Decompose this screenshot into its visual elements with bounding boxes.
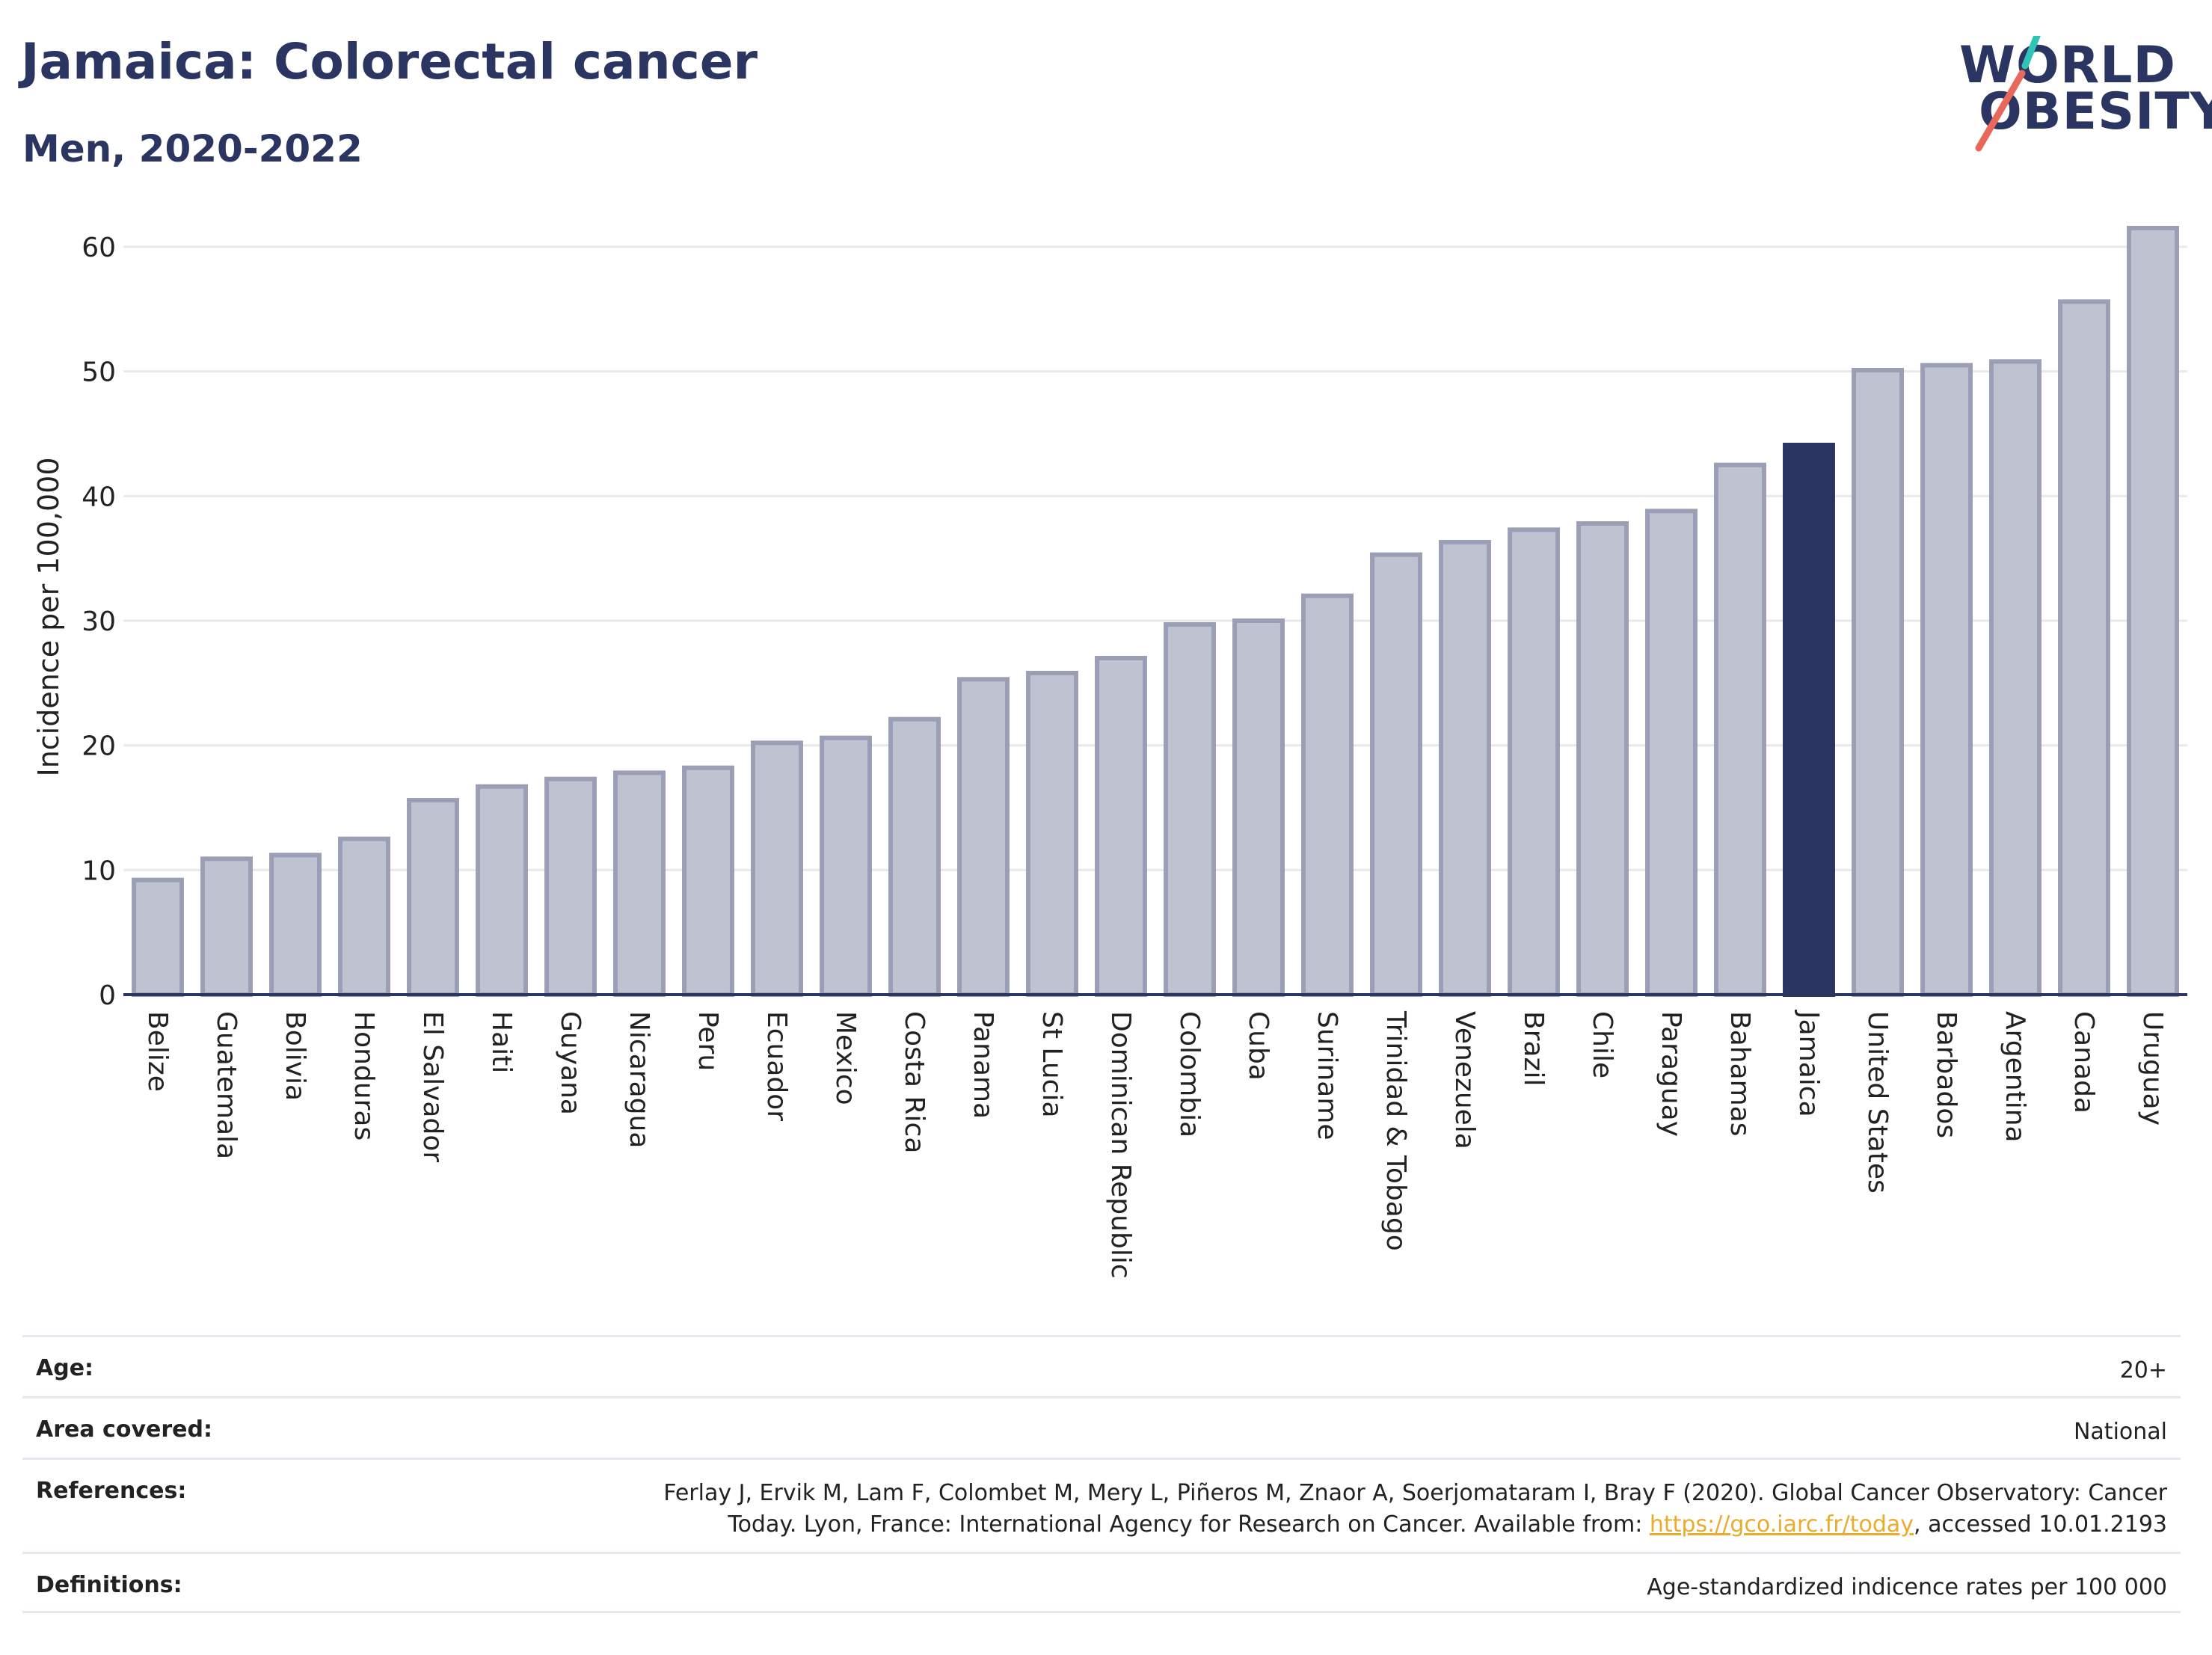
- meta-row-age: Age: 20+: [22, 1335, 2181, 1396]
- axes: 0 10 20 30 40 50 60 Belize Guatemala Bolivia Hondu…: [82, 233, 2187, 1279]
- bar-st-lucia: [1026, 671, 1078, 997]
- bar-bahamas: [1714, 462, 1766, 997]
- bar-cuba: [1232, 618, 1285, 997]
- chart-subtitle: Men, 2020-2022: [22, 127, 363, 171]
- x-tick-label: United States: [1862, 1011, 1893, 1194]
- bar-mexico: [820, 735, 872, 998]
- bar-trinidad-tobago: [1370, 552, 1422, 997]
- x-tick-label: Colombia: [1174, 1011, 1205, 1137]
- metadata-table: Age: 20+ Area covered: National Referenc…: [22, 1335, 2181, 1613]
- logo-slash-icon: [1975, 36, 2041, 152]
- bar-suriname: [1301, 593, 1354, 997]
- y-tick-label: 40: [82, 482, 116, 512]
- x-tick-label: Belize: [142, 1011, 173, 1092]
- x-tick-label: Peru: [692, 1011, 723, 1071]
- x-tick-label: Canada: [2068, 1011, 2099, 1114]
- x-tick-label: Bolivia: [280, 1011, 310, 1101]
- x-tick-label: Bahamas: [1724, 1011, 1755, 1137]
- logo-text-obesity: OBESITY: [1979, 82, 2212, 141]
- y-tick-label: 0: [99, 980, 116, 1011]
- bar-honduras: [338, 836, 390, 998]
- x-tick-label: Honduras: [348, 1011, 379, 1140]
- meta-key-age: Age:: [36, 1355, 94, 1381]
- meta-value-area: National: [2073, 1419, 2167, 1445]
- bar-peru: [682, 765, 734, 998]
- bar-belize: [132, 877, 184, 998]
- x-tick-label: Costa Rica: [899, 1011, 930, 1153]
- x-tick-label: Trinidad & Tobago: [1380, 1010, 1411, 1251]
- x-tick-label: Paraguay: [1656, 1011, 1686, 1137]
- bar-jamaica: [1783, 443, 1835, 997]
- x-tick-label: Panama: [968, 1011, 998, 1119]
- y-tick-label: 20: [82, 731, 116, 762]
- x-tick-label: El Salvador: [417, 1011, 448, 1162]
- x-tick-label: Argentina: [2000, 1011, 2030, 1143]
- grid-lines: [123, 245, 2187, 871]
- bar-paraguay: [1645, 509, 1698, 998]
- meta-row-references: References: Ferlay J, Ervik M, Lam F, Co…: [22, 1458, 2181, 1552]
- bar-el-salvador: [407, 798, 459, 997]
- bar-united-states: [1852, 368, 1904, 997]
- x-tick-label: Guyana: [555, 1011, 586, 1115]
- meta-value-references: Ferlay J, Ervik M, Lam F, Colombet M, Me…: [663, 1478, 2167, 1541]
- x-tick-label: Uruguay: [2137, 1011, 2168, 1126]
- bar-bolivia: [269, 853, 322, 997]
- y-tick-label: 60: [82, 233, 116, 263]
- bar-guatemala: [200, 856, 253, 997]
- meta-value-age: 20+: [2119, 1357, 2167, 1384]
- x-tick-label: Jamaica: [1793, 1010, 1824, 1117]
- x-tick-label: Cuba: [1243, 1011, 1274, 1081]
- x-tick-label: Chile: [1587, 1011, 1617, 1078]
- x-tick-label: Suriname: [1312, 1011, 1342, 1140]
- y-tick-label: 50: [82, 357, 116, 388]
- meta-row-area: Area covered: National: [22, 1396, 2181, 1458]
- y-axis-label: Incidence per 100,000: [32, 457, 65, 776]
- y-tick-label: 10: [82, 856, 116, 886]
- bar-barbados: [1920, 363, 1973, 998]
- meta-row-definitions: Definitions: Age-standardized indicence …: [22, 1552, 2181, 1613]
- bar-ecuador: [751, 740, 803, 997]
- bar-chile: [1576, 521, 1629, 997]
- x-tick-label: Brazil: [1518, 1011, 1549, 1086]
- bars: [132, 226, 2179, 998]
- meta-key-references: References:: [36, 1478, 187, 1504]
- reference-link[interactable]: https://gco.iarc.fr/today: [1649, 1511, 1914, 1538]
- x-tick-label: Haiti: [486, 1011, 517, 1073]
- bar-brazil: [1508, 527, 1560, 998]
- x-tick-label: St Lucia: [1036, 1011, 1067, 1118]
- bar-uruguay: [2127, 226, 2179, 997]
- reference-line-1: Ferlay J, Ervik M, Lam F, Colombet M, Me…: [663, 1480, 2167, 1506]
- x-tick-label: Nicaragua: [624, 1011, 654, 1148]
- x-tick-label: Barbados: [1931, 1011, 1961, 1138]
- meta-key-area: Area covered:: [36, 1416, 212, 1443]
- world-obesity-logo: WORLD OBESITY: [1952, 36, 2212, 163]
- meta-key-definitions: Definitions:: [36, 1572, 182, 1598]
- meta-value-definitions: Age-standardized indicence rates per 100…: [1647, 1574, 2167, 1600]
- bar-panama: [957, 677, 1010, 997]
- reference-line-2-end: , accessed 10.01.2193: [1914, 1511, 2167, 1538]
- bar-chart: 0 10 20 30 40 50 60 Belize Guatemala Bolivia Hondu…: [32, 226, 2187, 1279]
- bar-colombia: [1164, 622, 1216, 997]
- x-tick-label: Dominican Republic: [1105, 1011, 1136, 1279]
- bar-haiti: [476, 784, 528, 998]
- x-tick-label: Ecuador: [761, 1011, 792, 1121]
- chart-title: Jamaica: Colorectal cancer: [21, 33, 758, 90]
- bar-dominican-republic: [1095, 656, 1147, 997]
- bar-nicaragua: [613, 770, 666, 997]
- bar-guyana: [544, 776, 597, 998]
- x-tick-label: Venezuela: [1449, 1011, 1480, 1149]
- bar-venezuela: [1439, 540, 1491, 997]
- bar-canada: [2058, 299, 2110, 998]
- reference-line-2-start: Today. Lyon, France: International Agenc…: [728, 1511, 1650, 1538]
- logo-text-world: WORLD: [1959, 36, 2176, 95]
- y-tick-label: 30: [82, 607, 116, 637]
- bar-costa-rica: [888, 716, 941, 998]
- x-tick-label: Guatemala: [211, 1011, 242, 1159]
- bar-argentina: [1989, 359, 2042, 998]
- x-tick-label: Mexico: [830, 1011, 861, 1105]
